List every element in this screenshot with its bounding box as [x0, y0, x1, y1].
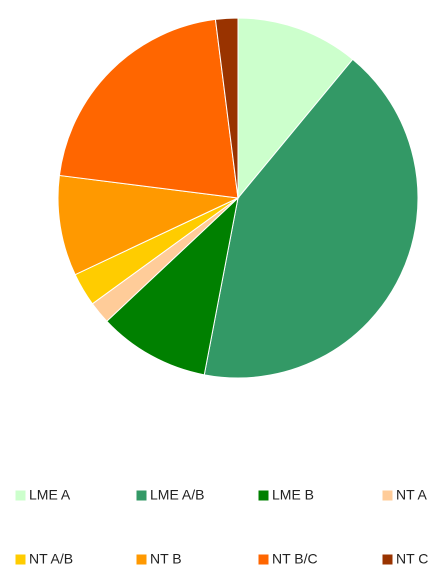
- legend-label: NT A: [396, 487, 428, 503]
- legend-label: LME A/B: [150, 487, 204, 503]
- legend-label: NT B: [150, 551, 182, 567]
- legend-swatch: [381, 553, 394, 566]
- pie-slice: [106, 196, 239, 376]
- legend-swatch: [14, 553, 27, 566]
- legend-label: NT A/B: [29, 551, 73, 567]
- pie-slice: [57, 174, 240, 276]
- legend-label: LME B: [272, 487, 314, 503]
- pie-slice: [58, 18, 239, 199]
- legend-swatch: [14, 489, 27, 502]
- legend-swatch: [257, 553, 270, 566]
- legend-swatch: [135, 489, 148, 502]
- legend-swatch: [135, 553, 148, 566]
- legend-label: NT C: [396, 551, 428, 567]
- pie-slice: [214, 17, 239, 199]
- pie-slice: [237, 17, 354, 200]
- legend-label: NT B/C: [272, 551, 318, 567]
- pie-slice: [203, 58, 419, 379]
- legend-label: LME A: [29, 487, 71, 503]
- legend-swatch: [381, 489, 394, 502]
- legend-swatch: [257, 489, 270, 502]
